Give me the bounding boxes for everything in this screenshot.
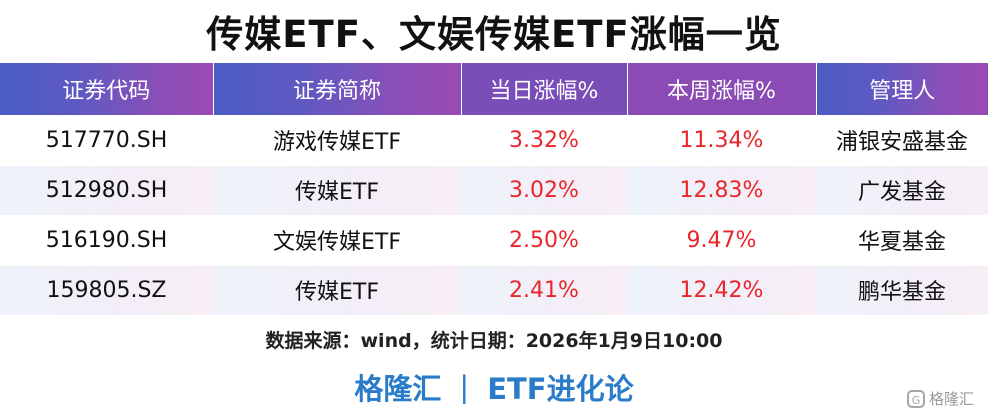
cell-code: 159805.SZ — [0, 264, 213, 315]
brand-column: ETF进化论 — [487, 372, 634, 406]
table-header-row: 证券代码 证券简称 当日涨幅% 本周涨幅% 管理人 — [0, 63, 988, 115]
cell-day-change: 3.02% — [461, 164, 627, 215]
cell-code: 517770.SH — [0, 114, 213, 165]
cell-name: 游戏传媒ETF — [213, 114, 461, 165]
logo-icon: G — [906, 389, 925, 408]
table-row: 159805.SZ 传媒ETF 2.41% 12.42% 鹏华基金 — [0, 264, 988, 315]
cell-day-change: 2.41% — [461, 264, 627, 315]
table-row: 516190.SH 文娱传媒ETF 2.50% 9.47% 华夏基金 — [0, 214, 988, 265]
cell-manager: 浦银安盛基金 — [816, 114, 988, 165]
header-day-change: 当日涨幅% — [461, 63, 628, 115]
header-name: 证券简称 — [213, 63, 462, 115]
header-manager: 管理人 — [816, 63, 988, 115]
cell-manager: 广发基金 — [816, 164, 988, 215]
table-row: 512980.SH 传媒ETF 3.02% 12.83% 广发基金 — [0, 164, 988, 215]
cell-day-change: 2.50% — [461, 214, 627, 265]
cell-week-change: 12.42% — [627, 264, 816, 315]
cell-week-change: 12.83% — [627, 164, 816, 215]
data-source-note: 数据来源：wind，统计日期：2026年1月9日10:00 — [265, 329, 723, 352]
cell-manager: 华夏基金 — [816, 214, 988, 265]
header-week-change: 本周涨幅% — [627, 63, 817, 115]
watermark: G 格隆汇 — [906, 388, 974, 409]
cell-day-change: 3.32% — [461, 114, 627, 165]
cell-name: 文娱传媒ETF — [213, 214, 461, 265]
cell-code: 516190.SH — [0, 214, 213, 265]
table-row: 517770.SH 游戏传媒ETF 3.32% 11.34% 浦银安盛基金 — [0, 114, 988, 165]
etf-table: 证券代码 证券简称 当日涨幅% 本周涨幅% 管理人 517770.SH 游戏传媒… — [0, 63, 988, 315]
cell-week-change: 11.34% — [627, 114, 816, 165]
cell-manager: 鹏华基金 — [816, 264, 988, 315]
header-code: 证券代码 — [0, 63, 214, 115]
brand-footer: 格隆汇 | ETF进化论 — [0, 364, 988, 410]
cell-code: 512980.SH — [0, 164, 213, 215]
cell-name: 传媒ETF — [213, 264, 461, 315]
watermark-text: 格隆汇 — [928, 390, 974, 408]
brand-name: 格隆汇 — [354, 372, 442, 406]
page-title: 传媒ETF、文娱传媒ETF涨幅一览 — [206, 13, 782, 56]
brand-separator: | — [459, 370, 470, 404]
cell-week-change: 9.47% — [627, 214, 816, 265]
cell-name: 传媒ETF — [213, 164, 461, 215]
